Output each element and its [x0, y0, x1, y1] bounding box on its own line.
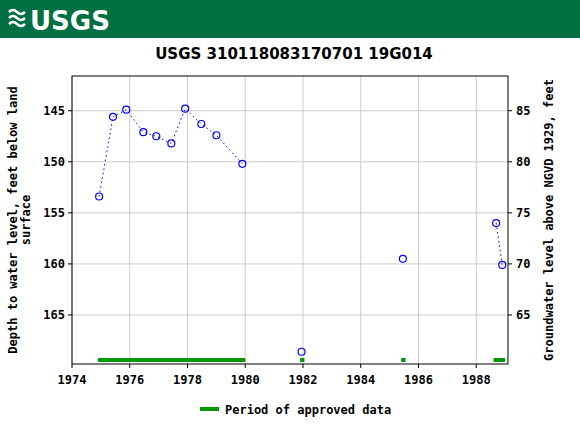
grid-line-y	[72, 212, 508, 213]
approved-period	[98, 358, 245, 362]
data-point	[96, 193, 103, 200]
y-tick	[68, 110, 72, 111]
x-tick	[360, 364, 361, 368]
y2-tick	[508, 314, 512, 315]
data-point	[140, 129, 147, 136]
grid-line-y	[72, 110, 508, 111]
grid-line-x	[245, 76, 246, 364]
data-point	[298, 348, 305, 355]
grid	[72, 76, 508, 364]
y2-tick-label: 65	[516, 308, 530, 322]
x-tick	[72, 364, 73, 368]
logo-wave	[9, 10, 25, 14]
y-tick	[68, 263, 72, 264]
x-tick	[187, 364, 188, 368]
grid-line-y	[72, 161, 508, 162]
grid-line-x	[129, 76, 130, 364]
data-point	[168, 140, 175, 147]
data-point	[499, 261, 506, 268]
grid-line-y	[72, 314, 508, 315]
data-point	[182, 105, 189, 112]
plot-frame	[72, 76, 508, 364]
x-tick-label: 1984	[346, 373, 375, 387]
series-line	[99, 109, 502, 265]
legend: Period of approved data	[200, 403, 391, 417]
y2-tick-label: 70	[516, 257, 530, 271]
y2-tick	[508, 110, 512, 111]
y-tick-label: 160	[43, 257, 65, 271]
x-tick-label: 1976	[115, 373, 144, 387]
y2-tick-label: 75	[516, 206, 530, 220]
y-axis-label: surface	[19, 195, 33, 246]
y-tick	[68, 161, 72, 162]
x-tick	[302, 364, 303, 368]
data-point	[123, 106, 130, 113]
y-tick-label: 145	[43, 104, 65, 118]
data-point	[110, 113, 117, 120]
grid-line-x	[476, 76, 477, 364]
legend-swatch	[200, 407, 219, 411]
y-tick-label: 150	[43, 155, 65, 169]
y-tick	[68, 212, 72, 213]
y-tick	[68, 314, 72, 315]
grid-line-x	[360, 76, 361, 364]
x-tick-label: 1980	[231, 373, 260, 387]
logo-wave	[9, 22, 25, 26]
data-point	[399, 255, 406, 262]
y2-tick-label: 85	[516, 104, 530, 118]
y-tick-label: 155	[43, 206, 65, 220]
y2-tick	[508, 263, 512, 264]
data-point	[239, 160, 246, 167]
data-point	[213, 132, 220, 139]
plot-area	[96, 105, 506, 362]
axes: 1974 1976 1978 1980 1982 1984 1986 1988 145 150 15…	[43, 104, 530, 387]
y2-tick-label: 80	[516, 155, 530, 169]
x-tick	[245, 364, 246, 368]
legend-label: Period of approved data	[225, 403, 391, 417]
y-tick-label: 165	[43, 308, 65, 322]
x-tick-label: 1986	[404, 373, 433, 387]
x-tick-label: 1982	[289, 373, 318, 387]
header-banner	[0, 0, 580, 38]
logo-wave	[9, 16, 25, 20]
x-tick	[476, 364, 477, 368]
approved-period	[300, 358, 304, 362]
x-tick	[418, 364, 419, 368]
data-point	[153, 133, 160, 140]
x-tick-label: 1978	[173, 373, 202, 387]
y2-axis-label: Groundwater level above NGVD 1929, feet	[542, 79, 556, 361]
grid-line-x	[187, 76, 188, 364]
grid-line-x	[418, 76, 419, 364]
y-axis-label: Depth to water level, feet below land	[6, 86, 20, 353]
data-point	[493, 220, 500, 227]
y2-tick	[508, 161, 512, 162]
data-point	[198, 121, 205, 128]
y2-tick	[508, 212, 512, 213]
grid-line-y	[72, 263, 508, 264]
title: USGS 310118083170701 19G014	[155, 45, 433, 63]
x-tick-label: 1988	[462, 373, 491, 387]
x-tick	[129, 364, 130, 368]
logo-text: USGS	[30, 6, 110, 36]
x-tick-label: 1974	[58, 373, 87, 387]
chart: USGSUSGS 310118083170701 19G014197419761…	[0, 0, 580, 430]
approved-period	[401, 358, 405, 362]
logo: USGS	[9, 6, 110, 36]
grid-line-x	[302, 76, 303, 364]
approved-period	[494, 358, 506, 362]
